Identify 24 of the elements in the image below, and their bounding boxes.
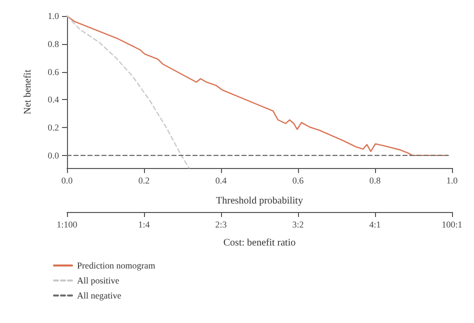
y-tick-label: 0.4 [48, 94, 60, 105]
legend-label: All negative [77, 290, 122, 300]
text: 2:3 [215, 220, 228, 230]
text: 100:1 [442, 220, 462, 230]
x2-axis-title: Cost: benefit ratio [223, 238, 296, 248]
legend-label: Prediction nomogram [77, 260, 156, 270]
y-axis-title: Net benefit [22, 69, 34, 114]
x-tick-label: 0.4 [215, 176, 228, 186]
x-tick-label: 0.2 [138, 176, 150, 186]
text: 1:100 [56, 220, 78, 230]
x-tick-label: 0.8 [369, 176, 382, 186]
x-tick-label: 0.6 [292, 176, 304, 186]
x-tick-label: 0.0 [61, 176, 74, 186]
y-tick-label: 0.8 [48, 38, 60, 49]
y-tick-label: 0.6 [48, 66, 60, 77]
y-tick-label: 0.0 [48, 150, 60, 160]
x-axis-title: Threshold probability [216, 196, 303, 206]
text: 4:1 [369, 220, 381, 230]
y-tick-label: 0.2 [48, 122, 59, 133]
text: 3:2 [292, 220, 304, 230]
y-tick-label: 1.0 [48, 11, 60, 21]
text: 1:4 [138, 220, 150, 230]
x-tick-label: 1.0 [446, 176, 458, 186]
legend-label: All positive [77, 276, 120, 286]
